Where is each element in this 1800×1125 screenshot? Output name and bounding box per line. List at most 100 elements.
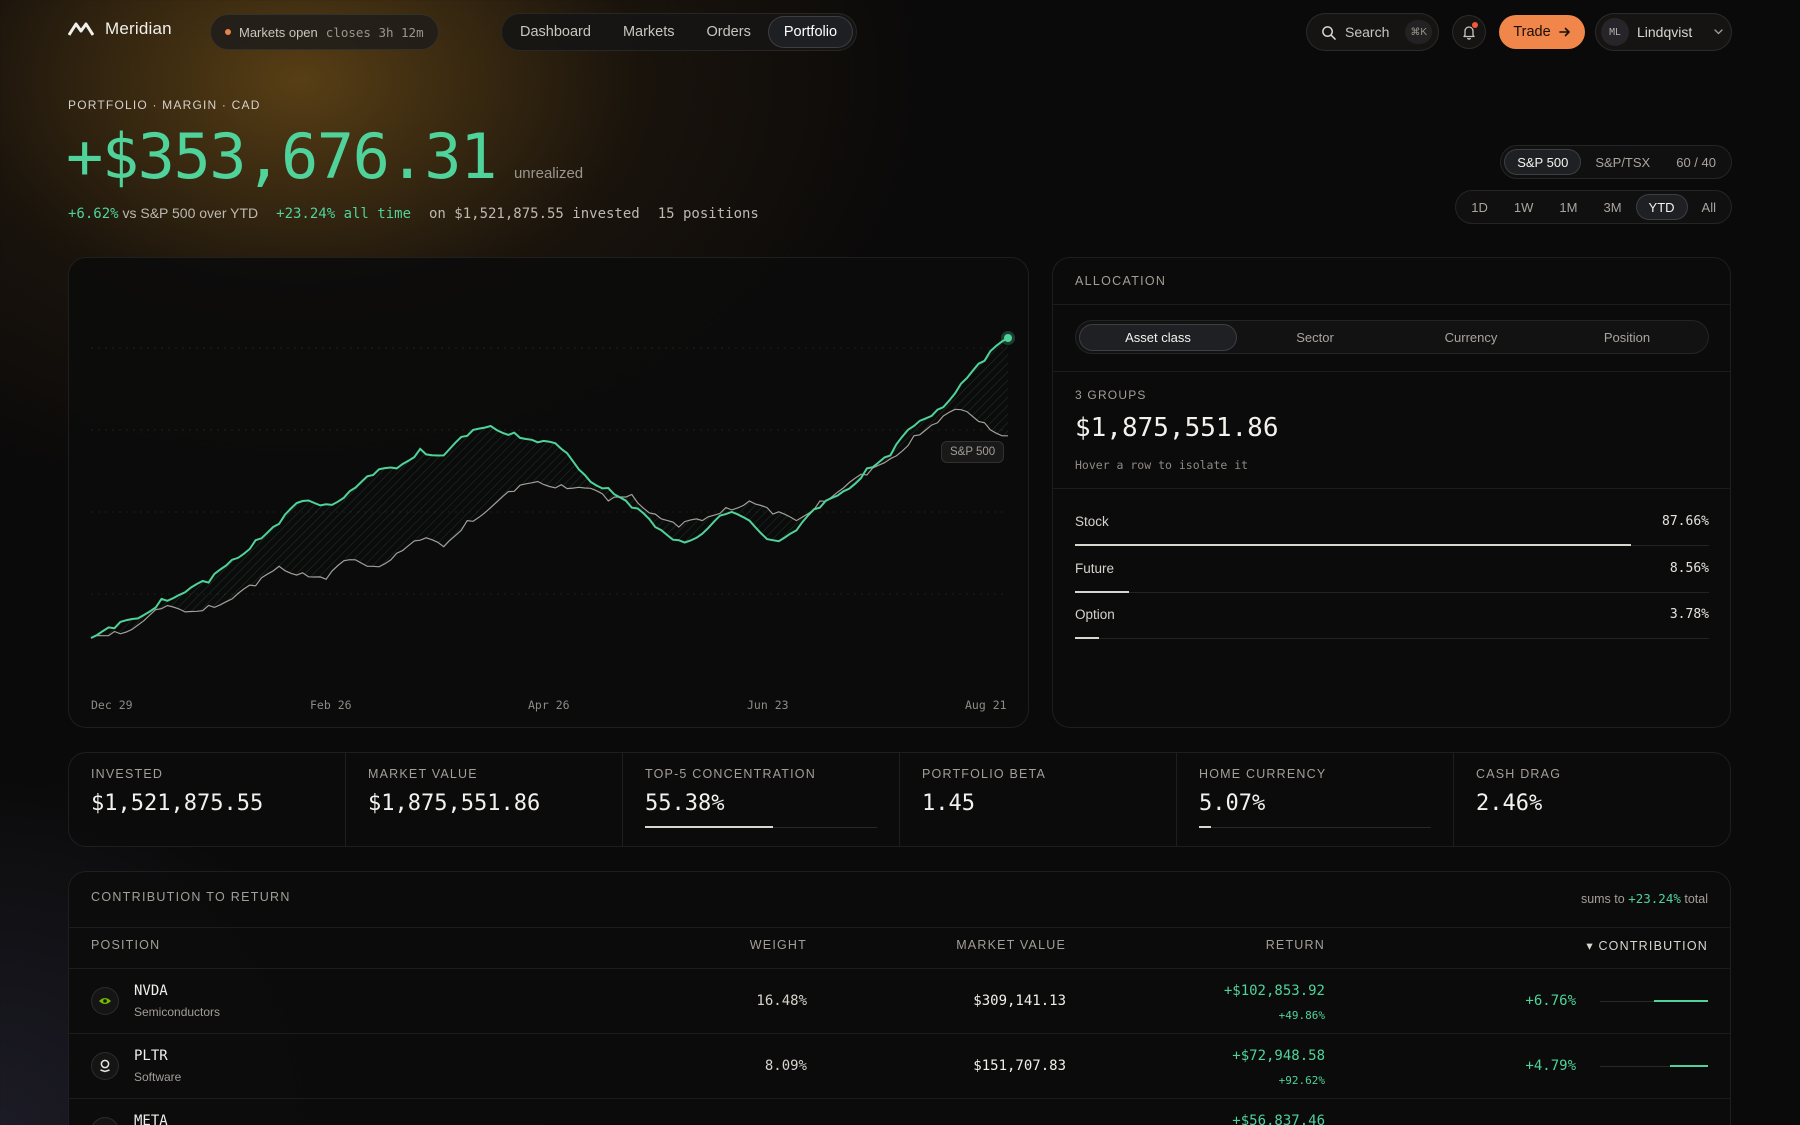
bell-icon [1463, 25, 1475, 40]
allocation-row-pct: 87.66% [1662, 514, 1709, 529]
tab-portfolio[interactable]: Portfolio [767, 16, 854, 48]
portfolio-stats: INVESTED $1,521,875.55 MARKET VALUE $1,8… [68, 752, 1731, 847]
tab-markets[interactable]: Markets [622, 24, 675, 40]
column-header-position[interactable]: POSITION [91, 938, 161, 952]
search-label: Search [1345, 24, 1390, 40]
column-header-return[interactable]: RETURN [1265, 938, 1325, 952]
divider [1053, 488, 1730, 489]
notification-badge [1472, 22, 1478, 28]
allocation-row-option[interactable]: Option 3.78% [1075, 599, 1709, 639]
pltr-logo-icon [91, 1052, 119, 1080]
column-header-contribution[interactable]: ▾ CONTRIBUTION [1586, 939, 1708, 953]
allocation-row-stock[interactable]: Stock 87.66% [1075, 506, 1709, 546]
range-3m[interactable]: 3M [1603, 199, 1622, 215]
stat-top5-concentration: TOP-5 CONCENTRATION 55.38% [623, 753, 900, 846]
position-return: +$102,853.92 [1223, 983, 1325, 999]
meta-logo-icon [91, 1117, 119, 1125]
divider [69, 927, 1730, 928]
allocation-row-label: Option [1075, 607, 1115, 622]
x-tick-label: Feb 26 [310, 698, 352, 712]
portfolio-eyebrow: PORTFOLIO · MARGIN · CAD [68, 98, 261, 112]
stat-bar-track [1199, 826, 1431, 828]
stat-value: $1,521,875.55 [91, 791, 264, 816]
stat-value: $1,875,551.86 [368, 791, 541, 816]
trade-button[interactable]: Trade [1499, 15, 1585, 49]
position-symbol: NVDA [134, 983, 168, 999]
meridian-logo-icon [68, 22, 94, 36]
stat-portfolio-beta: PORTFOLIO BETA 1.45 [900, 753, 1177, 846]
brand-logo[interactable]: Meridian [68, 19, 172, 39]
market-close-countdown: closes 3h 12m [325, 24, 424, 40]
arrow-right-icon [1558, 27, 1570, 37]
chevron-down-icon [1714, 29, 1723, 35]
search-icon [1322, 25, 1336, 40]
range-1m[interactable]: 1M [1559, 199, 1578, 215]
range-selector: 1D 1W 1M 3M YTD All [1455, 190, 1732, 224]
stat-market-value: MARKET VALUE $1,875,551.86 [346, 753, 623, 846]
x-tick-label: Apr 26 [528, 698, 570, 712]
search-shortcut: ⌘K [1405, 20, 1432, 44]
stat-label: CASH DRAG [1476, 767, 1562, 781]
x-tick-label: Dec 29 [91, 698, 133, 712]
allocation-row-pct: 3.78% [1669, 607, 1709, 622]
stat-label: HOME CURRENCY [1199, 767, 1327, 781]
benchmark-60-40[interactable]: 60 / 40 [1676, 154, 1716, 170]
tab-dashboard[interactable]: Dashboard [520, 24, 591, 40]
groups-count: 3 GROUPS [1075, 388, 1147, 402]
sums-prefix: sums to [1580, 892, 1625, 906]
table-row[interactable]: NVDA Semiconductors 16.48% $309,141.13 +… [69, 968, 1730, 1033]
user-name: Lindqvist [1637, 24, 1693, 40]
tab-position[interactable]: Position [1603, 329, 1651, 345]
x-tick-label: Jun 23 [747, 698, 789, 712]
market-status-pill: Markets open closes 3h 12m [210, 14, 439, 50]
position-contribution: +4.79% [1525, 1058, 1576, 1074]
allocation-row-pct: 8.56% [1669, 561, 1709, 576]
stat-value: 5.07% [1199, 791, 1266, 816]
notifications-button[interactable] [1452, 15, 1486, 49]
allocation-row-future[interactable]: Future 8.56% [1075, 553, 1709, 593]
contribution-bar-track [1600, 1000, 1708, 1002]
all-time-return: +23.24% all time [276, 206, 411, 222]
performance-chart-card: S&P 500 Dec 29 Feb 26 Apr 26 Jun 23 Aug … [68, 257, 1029, 728]
stat-bar-fill [1199, 826, 1211, 828]
stat-label: TOP-5 CONCENTRATION [645, 767, 816, 781]
benchmark-sp500[interactable]: S&P 500 [1504, 149, 1582, 175]
user-menu[interactable]: ML Lindqvist [1595, 13, 1732, 51]
chart-gridlines [91, 347, 1008, 595]
avatar: ML [1601, 18, 1629, 46]
table-row[interactable]: PLTR Software 8.09% $151,707.83 +$72,948… [69, 1033, 1730, 1098]
range-all[interactable]: All [1701, 199, 1716, 215]
tab-currency[interactable]: Currency [1444, 329, 1498, 345]
contribution-bar-track [1600, 1065, 1708, 1067]
position-contribution: +6.76% [1525, 993, 1576, 1009]
tab-orders[interactable]: Orders [706, 24, 751, 40]
table-row[interactable]: META +$56,837.46 [69, 1098, 1730, 1125]
sums-value: +23.24% [1628, 891, 1681, 906]
range-1d[interactable]: 1D [1471, 199, 1488, 215]
position-return: +$72,948.58 [1232, 1048, 1325, 1064]
benchmark-selector: S&P 500 S&P/TSX 60 / 40 [1500, 145, 1732, 179]
series-end-halo [1001, 331, 1015, 345]
column-header-market-value[interactable]: MARKET VALUE [956, 938, 1066, 952]
invested-text: on $1,521,875.55 invested [429, 206, 640, 222]
performance-chart[interactable] [69, 258, 1029, 728]
stat-label: INVESTED [91, 767, 164, 781]
allocation-card: ALLOCATION Asset class Sector Currency P… [1052, 257, 1731, 728]
stat-value: 1.45 [922, 791, 975, 816]
allocation-bar-track [1075, 592, 1709, 593]
stat-bar-track [645, 826, 877, 828]
allocation-hint: Hover a row to isolate it [1075, 458, 1249, 472]
x-tick-label: Aug 21 [965, 698, 1007, 712]
tab-asset-class[interactable]: Asset class [1079, 323, 1237, 351]
column-header-weight[interactable]: WEIGHT [749, 938, 807, 952]
range-ytd[interactable]: YTD [1635, 194, 1688, 220]
stat-value: 55.38% [645, 791, 725, 816]
position-market-value: $309,141.13 [973, 993, 1066, 1009]
position-symbol: PLTR [134, 1048, 168, 1064]
range-1w[interactable]: 1W [1513, 199, 1534, 215]
search-button[interactable]: Search ⌘K [1306, 13, 1439, 51]
benchmark-sptsx[interactable]: S&P/TSX [1595, 154, 1651, 170]
contribution-table-card: CONTRIBUTION TO RETURN sums to +23.24% t… [68, 871, 1731, 1125]
allocation-bar-track [1075, 638, 1709, 639]
tab-sector[interactable]: Sector [1296, 329, 1334, 345]
